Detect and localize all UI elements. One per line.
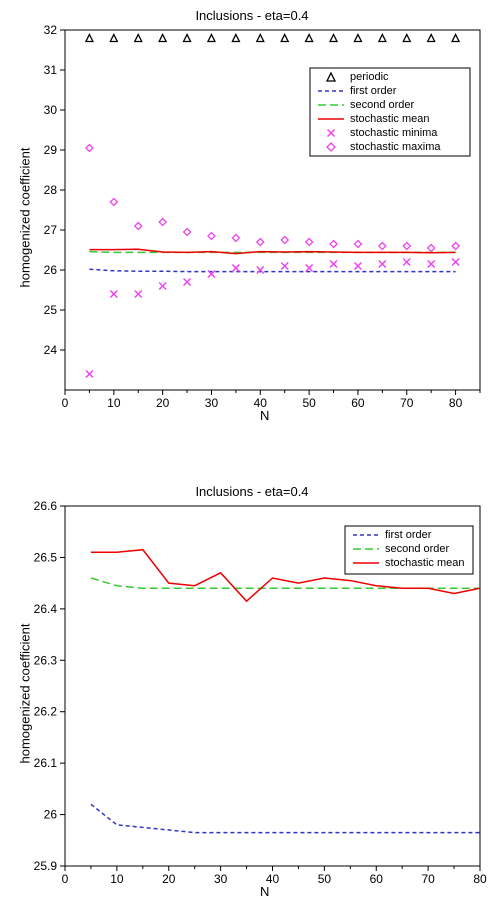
svg-text:26: 26 [44,808,58,822]
svg-text:second order: second order [350,99,415,111]
svg-text:26.6: 26.6 [34,499,58,513]
svg-text:24: 24 [44,343,58,357]
chart1-svg: 01020304050607080242526272829303132perio… [0,0,504,420]
svg-text:26.3: 26.3 [34,653,58,667]
svg-text:stochastic minima: stochastic minima [350,127,438,139]
svg-text:26.1: 26.1 [34,756,58,770]
svg-text:80: 80 [449,396,463,410]
svg-text:stochastic mean: stochastic mean [385,557,464,569]
svg-text:20: 20 [156,396,170,410]
svg-text:25: 25 [44,303,58,317]
chart2-svg: 0102030405060708025.92626.126.226.326.42… [0,476,504,896]
chart1-ylabel: homogenized coefficient [18,128,33,288]
svg-text:periodic: periodic [350,71,389,83]
svg-text:20: 20 [162,872,176,886]
chart2-ylabel: homogenized coefficient [18,604,33,764]
svg-text:30: 30 [44,103,58,117]
svg-text:26.2: 26.2 [34,705,58,719]
svg-text:80: 80 [473,872,487,886]
svg-text:25.9: 25.9 [34,859,58,873]
svg-text:26: 26 [44,263,58,277]
svg-text:first order: first order [350,85,397,97]
chart2-xlabel: N [260,884,269,899]
svg-text:29: 29 [44,143,58,157]
svg-text:stochastic mean: stochastic mean [350,113,429,125]
svg-text:26.5: 26.5 [34,550,58,564]
svg-text:second order: second order [385,543,450,555]
svg-text:70: 70 [421,872,435,886]
svg-text:30: 30 [205,396,219,410]
chart1-container: Inclusions - eta=0.4 homogenized coeffic… [0,0,504,440]
svg-text:70: 70 [400,396,414,410]
svg-text:30: 30 [214,872,228,886]
svg-text:first order: first order [385,529,432,541]
svg-text:0: 0 [62,872,69,886]
svg-text:60: 60 [351,396,365,410]
svg-text:26.4: 26.4 [34,602,58,616]
svg-text:31: 31 [44,63,58,77]
svg-text:50: 50 [302,396,316,410]
svg-text:stochastic maxima: stochastic maxima [350,141,441,153]
chart2-title: Inclusions - eta=0.4 [0,484,504,499]
chart2-container: Inclusions - eta=0.4 homogenized coeffic… [0,476,504,916]
svg-text:10: 10 [110,872,124,886]
chart1-xlabel: N [260,408,269,423]
svg-text:32: 32 [44,23,58,37]
svg-text:0: 0 [62,396,69,410]
svg-text:50: 50 [318,872,332,886]
svg-text:28: 28 [44,183,58,197]
chart-gap [0,440,504,476]
svg-text:10: 10 [107,396,121,410]
svg-text:27: 27 [44,223,58,237]
chart1-title: Inclusions - eta=0.4 [0,8,504,23]
svg-text:60: 60 [370,872,384,886]
